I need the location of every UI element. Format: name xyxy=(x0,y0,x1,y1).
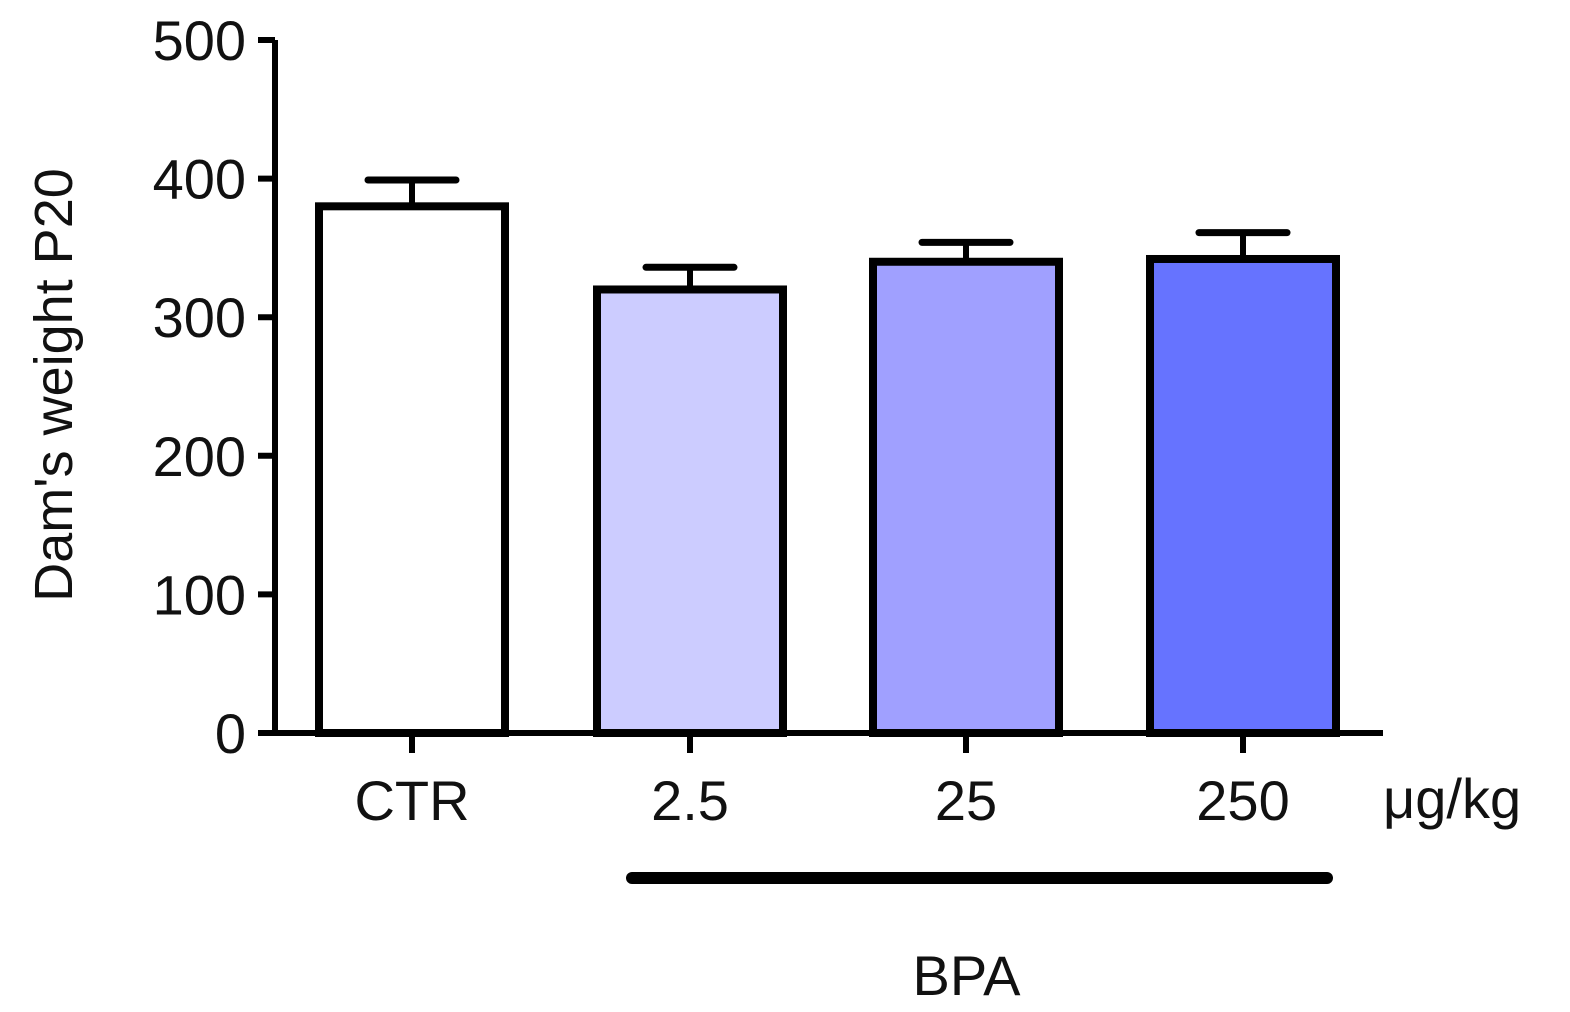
x-unit-label: μg/kg xyxy=(1383,767,1521,830)
x-ticks: CTR 2.5 25 250 xyxy=(354,733,1290,832)
y-tick-label: 400 xyxy=(153,148,246,211)
y-tick-label: 300 xyxy=(153,286,246,349)
x-tick-label: 250 xyxy=(1196,769,1289,832)
bar-CTR xyxy=(315,202,509,737)
y-tick-label: 200 xyxy=(153,425,246,488)
y-axis-title: Dam's weight P20 xyxy=(24,168,84,602)
y-tick-label: 100 xyxy=(153,563,246,626)
bpa-group-label: BPA xyxy=(913,944,1022,1007)
y-ticks: 0 100 200 300 400 500 xyxy=(153,9,275,765)
bar-250 xyxy=(1146,254,1340,737)
bar-25 xyxy=(869,257,1063,737)
y-tick-label: 0 xyxy=(215,702,246,765)
y-tick-label: 500 xyxy=(153,9,246,72)
x-tick-label: CTR xyxy=(354,769,469,832)
bars xyxy=(315,176,1340,737)
x-tick-label: 2.5 xyxy=(651,769,729,832)
bar-2.5 xyxy=(593,285,787,737)
x-tick-label: 25 xyxy=(935,769,997,832)
